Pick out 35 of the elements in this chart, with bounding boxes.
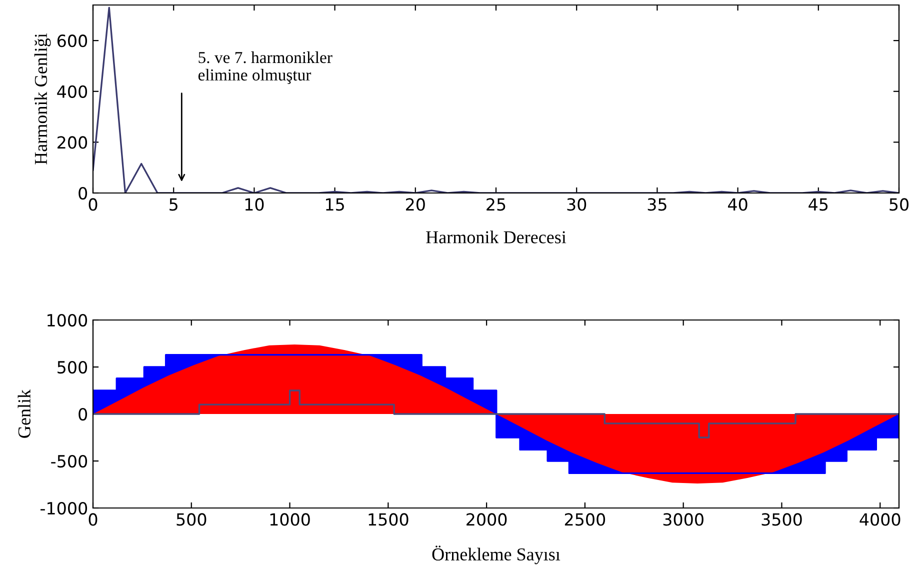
- x-tick-label: 5: [170, 198, 178, 211]
- x-tick-label: 0: [88, 198, 98, 211]
- y-tick-label: -500: [51, 454, 88, 468]
- y-tick-label: 200: [58, 136, 88, 149]
- y-tick-label: 0: [78, 408, 88, 421]
- y-tick-label: 500: [58, 360, 88, 374]
- x-tick-label: 3000: [663, 513, 704, 526]
- x-tick-label: 1000: [270, 513, 310, 526]
- x-axis-title: Harmonik Derecesi: [426, 230, 566, 244]
- x-tick-label: 4000: [860, 513, 900, 526]
- x-tick-label: 15: [326, 198, 344, 211]
- x-tick-label: 35: [648, 198, 666, 211]
- x-tick-label: 50: [890, 198, 908, 211]
- y-axis-title: Harmonik Genliği: [34, 33, 51, 164]
- y-tick-label: 0: [78, 186, 88, 200]
- y-tick-label: 400: [57, 85, 88, 98]
- x-tick-label: 1500: [368, 513, 408, 526]
- x-tick-label: 500: [176, 513, 206, 526]
- y-tick-label: 600: [57, 34, 88, 48]
- x-tick-label: 45: [808, 198, 828, 211]
- y-tick-label: 1000: [48, 314, 88, 327]
- x-tick-label: 10: [245, 198, 264, 211]
- x-tick-label: 25: [486, 198, 506, 211]
- x-tick-label: 2500: [564, 513, 606, 526]
- x-tick-label: 30: [567, 198, 586, 211]
- x-tick-label: 2000: [466, 513, 507, 526]
- annotation: 5. ve 7. harmonikler elimine olmuştur: [198, 51, 332, 84]
- x-tick-label: 3500: [762, 513, 802, 526]
- y-axis-title: Genlik: [18, 389, 30, 438]
- x-axis-title: Örnekleme Sayısı: [432, 546, 560, 564]
- y-tick-label: -1000: [40, 502, 88, 515]
- x-tick-label: 0: [88, 513, 98, 526]
- x-tick-label: 20: [406, 198, 425, 211]
- line-series: [93, 6, 899, 193]
- x-tick-label: 40: [728, 198, 748, 211]
